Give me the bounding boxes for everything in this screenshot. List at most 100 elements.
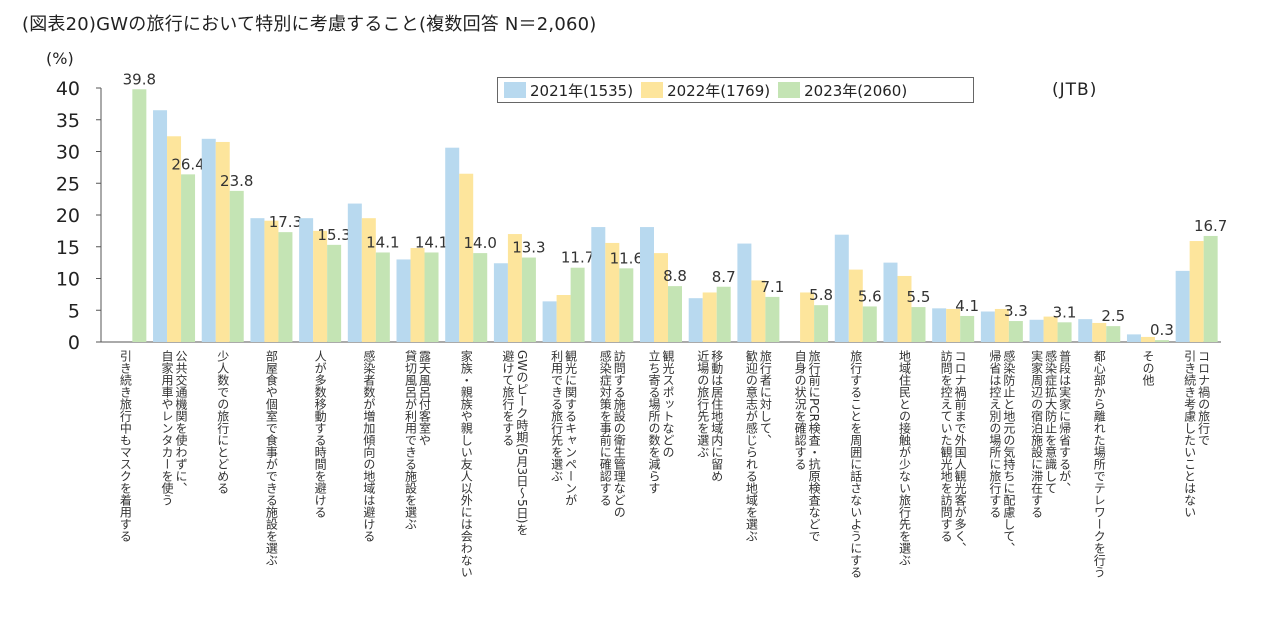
bar-2021-10	[591, 227, 606, 342]
bar-2023-3	[278, 232, 293, 342]
bar-2021-3	[250, 218, 265, 342]
data-label-2023: 23.8	[220, 172, 253, 190]
bar-2021-9	[542, 301, 557, 342]
legend-label-2023: 2023年(2060)	[804, 81, 908, 100]
bar-2023-11	[668, 286, 682, 342]
data-label-2023: 2.5	[1101, 307, 1125, 325]
y-tick-label: 15	[56, 237, 80, 259]
y-tick-label: 0	[68, 332, 80, 354]
category-label: 訪問する施設の衛生管理などの	[612, 349, 626, 518]
data-label-2023: 0.3	[1150, 321, 1174, 339]
bar-2023-2	[229, 190, 244, 342]
category-label: 引き続き考慮したいことはない	[1183, 350, 1197, 518]
bar-2021-17	[932, 308, 947, 342]
category-label: 歓迎の意志が感じられる地域を選ぶ	[744, 350, 758, 542]
category-label: 立ち寄る場所の数を減らす	[647, 349, 661, 494]
bar-2023-6	[424, 252, 439, 342]
data-label-2023: 5.5	[907, 288, 931, 306]
bar-2023-4	[327, 244, 342, 342]
bar-2022-12	[702, 292, 717, 342]
data-label-2023: 13.3	[512, 239, 545, 257]
data-label-2023: 11.7	[561, 249, 594, 267]
category-label: 旅行者に対して、	[758, 350, 772, 446]
bar-2023-22	[1203, 235, 1218, 342]
bar-2022-7	[459, 173, 474, 342]
category-label: 感染症拡大防止を意識して	[1044, 349, 1058, 494]
category-label: コロナ禍前まで外国人観光客が多く、	[953, 350, 967, 554]
category-label: 近場の旅行先を選ぶ	[696, 350, 710, 458]
category-label: 都心部から離れた場所でテレワークを行う	[1092, 350, 1106, 578]
category-label: 自身の状況を確認する	[793, 350, 807, 470]
data-label-2023: 14.1	[415, 233, 448, 251]
bar-2021-20	[1078, 319, 1093, 342]
data-label-2023: 7.1	[760, 278, 784, 296]
chart-title: (図表20)GWの旅行において特別に考慮すること(複数回答 N＝2,060)	[22, 14, 597, 35]
bar-2023-14	[814, 305, 829, 342]
data-label-2023: 15.3	[317, 226, 350, 244]
data-label-2023: 16.7	[1194, 217, 1227, 235]
bar-2022-21	[1140, 336, 1155, 342]
bar-2023-16	[911, 307, 926, 342]
legend-item-2023: 2023年(2060)	[778, 80, 907, 101]
legend-swatch-2023	[778, 82, 801, 98]
category-label: 感染防止と地元の気持ちに配慮して、	[1002, 349, 1016, 554]
bar-2022-15	[848, 269, 863, 342]
bar-2022-10	[605, 242, 620, 342]
category-label: 観光に関するキャンペーンが	[564, 350, 578, 506]
data-label-2023: 39.8	[123, 70, 156, 88]
bar-2021-2	[201, 138, 216, 342]
data-label-2023: 5.8	[809, 286, 833, 304]
data-label-2023: 14.1	[366, 233, 399, 251]
category-label: 地域住民との接触が少ない旅行先を選ぶ	[897, 350, 911, 566]
bar-2023-21	[1154, 340, 1169, 342]
bar-2023-18	[1008, 321, 1023, 342]
category-label: 感染症対策を事前に確認する	[598, 349, 612, 506]
bar-2021-15	[834, 234, 849, 342]
y-tick-label: 25	[56, 173, 80, 195]
category-label: 旅行前にPCR検査・抗原検査などで	[807, 350, 821, 542]
bar-2023-1	[181, 174, 196, 342]
bar-2021-19	[1029, 319, 1044, 342]
y-tick-label: 10	[56, 269, 80, 291]
y-axis-label: (%)	[46, 49, 74, 68]
data-label-2023: 5.6	[858, 287, 882, 305]
category-label: 貸切風呂が利用できる施設を選ぶ	[404, 349, 418, 530]
category-label: 旅行することを周囲に話さないようにする	[849, 350, 863, 578]
category-label: 少人数での旅行にとどめる	[216, 350, 230, 494]
data-label-2023: 17.3	[269, 213, 302, 231]
bar-2021-7	[445, 147, 460, 342]
bar-2022-16	[897, 275, 912, 342]
bar-2022-17	[946, 308, 961, 342]
data-label-2023: 3.1	[1053, 303, 1077, 321]
bar-2022-1	[167, 136, 182, 342]
category-label: 訪問を控えていた観光地を訪問する	[939, 349, 953, 542]
category-label: 感染者数が増加傾向の地域は避ける	[362, 349, 376, 542]
category-label: 利用できる旅行先を選ぶ	[550, 350, 564, 482]
bar-2022-14	[800, 292, 815, 342]
category-label: 人が多数移動する時間を避ける	[313, 350, 327, 518]
legend-label-2022: 2022年(1769)	[667, 81, 771, 100]
legend: 2021年(1535) 2022年(1769) 2023年(2060)	[497, 77, 974, 103]
category-label: 移動は居住地域内に留め	[710, 350, 724, 482]
bar-2023-8	[521, 257, 536, 342]
bar-2023-0	[132, 89, 147, 343]
data-label-2023: 11.6	[610, 249, 643, 267]
category-label: 引き続き旅行中もマスクを着用する	[118, 350, 132, 542]
legend-item-2022: 2022年(1769)	[641, 80, 770, 101]
bar-2022-9	[556, 295, 571, 342]
bar-2023-15	[862, 306, 877, 342]
bar-2021-16	[883, 262, 898, 342]
bar-2021-5	[347, 203, 362, 342]
category-label: コロナ禍の旅行で	[1197, 350, 1211, 446]
bar-2021-1	[153, 110, 168, 342]
bar-2021-18	[980, 311, 995, 342]
bar-2023-13	[765, 296, 780, 342]
data-label-2023: 4.1	[955, 297, 979, 315]
category-label: 公共交通機関を使わずに、	[174, 350, 188, 494]
y-tick-label: 35	[56, 110, 80, 132]
category-label: その他	[1141, 350, 1155, 386]
bar-2021-13	[737, 243, 752, 342]
bar-2022-6	[410, 248, 425, 342]
category-label: 実家周辺の宿泊施設に滞在する	[1030, 349, 1044, 518]
bar-2023-7	[473, 253, 488, 342]
